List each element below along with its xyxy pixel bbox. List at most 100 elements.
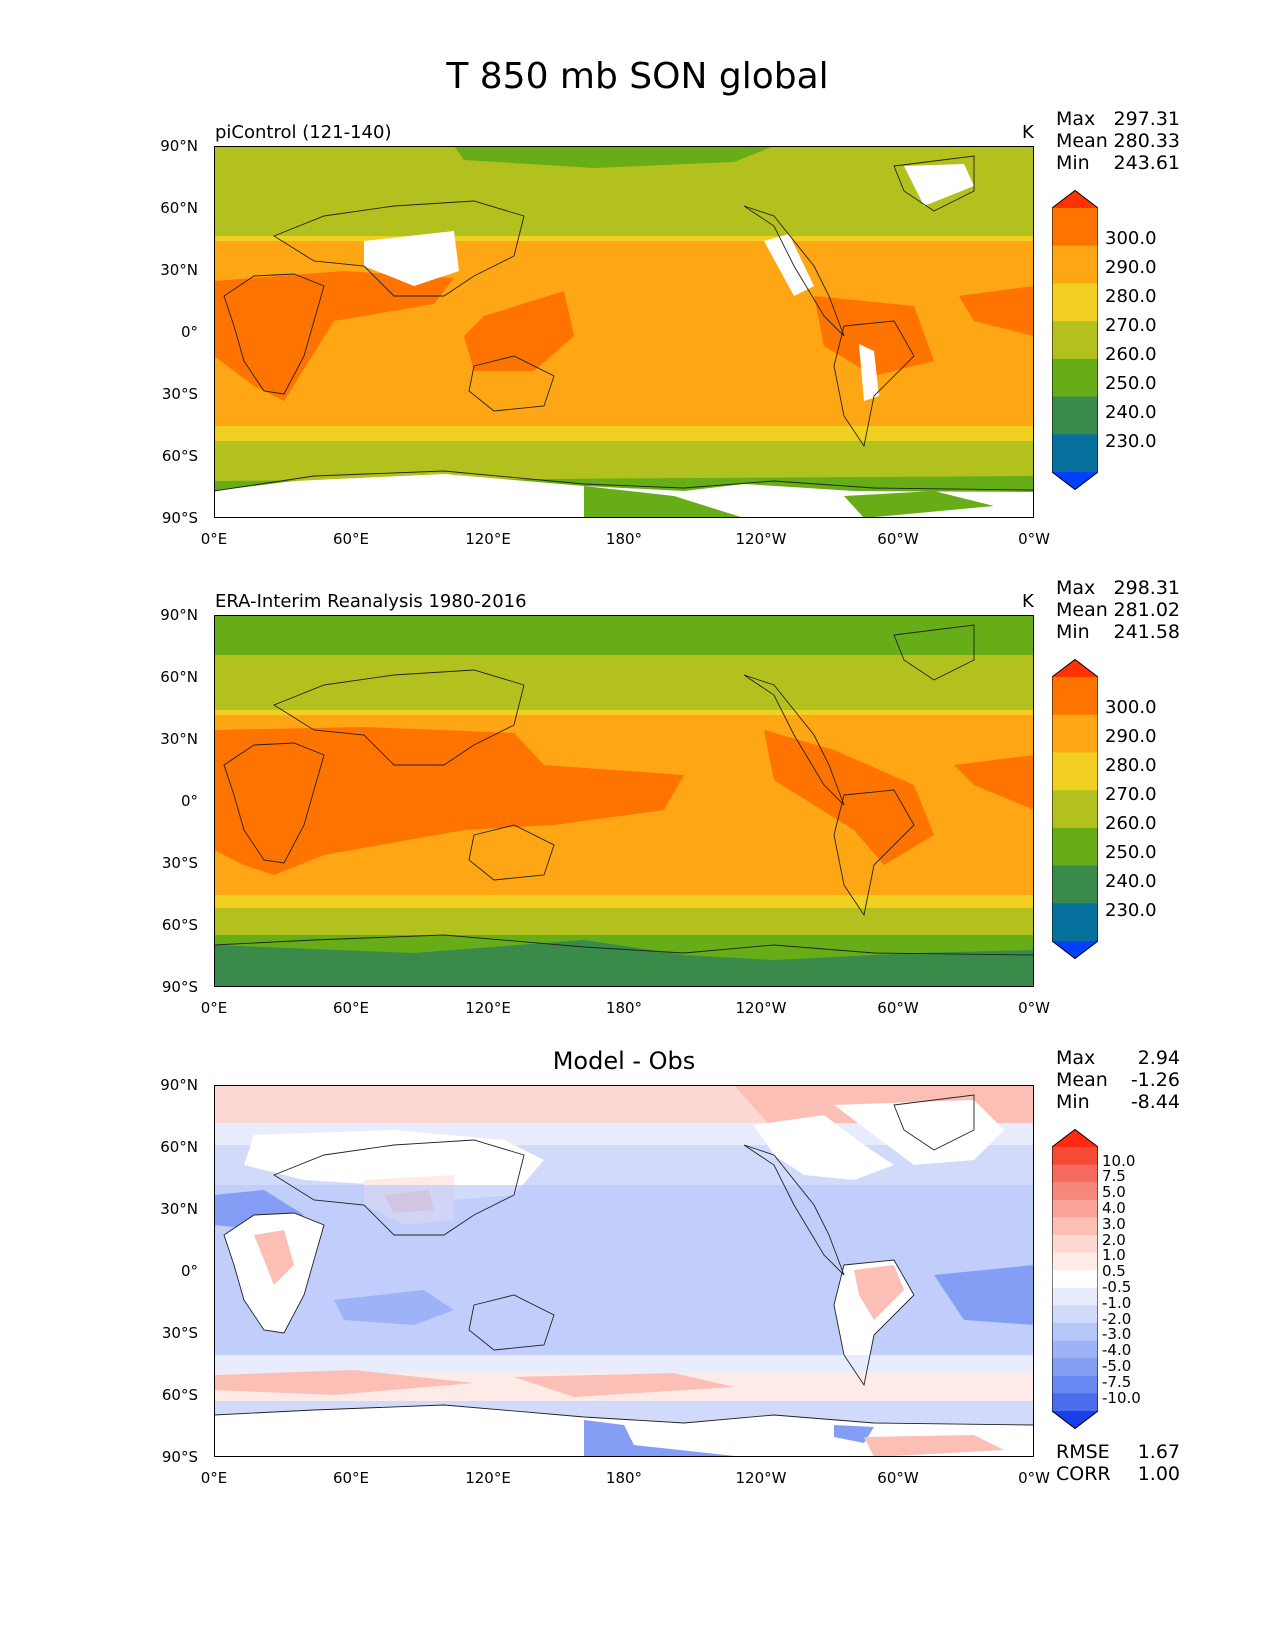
ytick-label: 90°S xyxy=(161,978,198,996)
colorbar xyxy=(1052,659,1098,959)
stats-box: Max 297.31 Mean 280.33 Min 243.61 xyxy=(1056,108,1180,174)
xtick-label: 60°E xyxy=(332,530,370,548)
colorbar xyxy=(1052,190,1098,490)
xtick-label: 0°E xyxy=(200,999,228,1017)
min-value: 243.61 xyxy=(1113,152,1180,174)
max-value: 297.31 xyxy=(1113,108,1180,130)
ytick-label: 90°N xyxy=(160,606,198,624)
map-era-interim xyxy=(214,615,1034,987)
colorbar-segment xyxy=(1052,790,1098,829)
rmse-label: RMSE xyxy=(1056,1441,1110,1463)
colorbar-label: 10.0 xyxy=(1102,1152,1136,1170)
max-value: 2.94 xyxy=(1137,1047,1180,1069)
xtick-label: 120°E xyxy=(465,530,511,548)
skill-scores: RMSE 1.67 CORR 1.00 xyxy=(1056,1441,1180,1485)
ytick-label: 30°S xyxy=(161,854,198,872)
colorbar-segment xyxy=(1052,1217,1098,1236)
colorbar-segment xyxy=(1052,283,1098,322)
colorbar-segment xyxy=(1052,1393,1098,1412)
colorbar-label: 290.0 xyxy=(1105,257,1157,278)
xtick-label: 120°E xyxy=(465,1469,511,1487)
colorbar-label: 250.0 xyxy=(1105,373,1157,394)
mean-label: Mean xyxy=(1056,1069,1108,1091)
colorbar-label: -3.0 xyxy=(1102,1325,1132,1343)
colorbar-segment xyxy=(1052,1323,1098,1342)
colorbar-label: 7.5 xyxy=(1102,1167,1126,1185)
colorbar-segment xyxy=(1052,1129,1098,1147)
map-field xyxy=(214,615,1034,987)
panel-title: ERA-Interim Reanalysis 1980-2016 xyxy=(215,591,527,612)
xtick-label: 0°E xyxy=(200,1469,228,1487)
colorbar-outline xyxy=(1052,1129,1098,1429)
panel-era-interim: ERA-Interim Reanalysis 1980-2016 K Max 29… xyxy=(0,577,1275,1023)
ytick-label: 60°S xyxy=(161,447,198,465)
colorbar-label: -5.0 xyxy=(1102,1357,1132,1375)
min-label: Min xyxy=(1056,152,1090,174)
colorbar-segment xyxy=(1052,865,1098,904)
colorbar-segment xyxy=(1052,1182,1098,1201)
max-label: Max xyxy=(1056,577,1096,599)
xtick-label: 60°W xyxy=(877,999,919,1017)
colorbar-segment xyxy=(1052,321,1098,360)
ytick-label: 30°N xyxy=(160,1200,198,1218)
colorbar-segment xyxy=(1052,1340,1098,1359)
ytick-label: 0° xyxy=(180,1262,198,1280)
colorbar-segment xyxy=(1052,677,1098,716)
max-label: Max xyxy=(1056,1047,1096,1069)
colorbar-segment xyxy=(1052,941,1098,959)
ytick-label: 90°S xyxy=(161,1448,198,1466)
ytick-label: 60°N xyxy=(160,1138,198,1156)
colorbar-segment xyxy=(1052,245,1098,284)
unit-label: K xyxy=(1022,591,1034,612)
mean-value: -1.26 xyxy=(1130,1069,1180,1091)
panel-model-minus-obs: Model - Obs Max 2.94 Mean -1.26 Min -8.44 xyxy=(0,1047,1275,1493)
map-field xyxy=(214,146,1034,518)
mean-value: 281.02 xyxy=(1113,599,1180,621)
colorbar-segment xyxy=(1052,434,1098,473)
colorbar-segment xyxy=(1052,827,1098,867)
xtick-label: 0°W xyxy=(1018,530,1050,548)
map-field xyxy=(214,1085,1034,1457)
panel-title: piControl (121-140) xyxy=(215,122,392,143)
stats-box: Max 298.31 Mean 281.02 Min 241.58 xyxy=(1056,577,1180,643)
colorbar-segment xyxy=(1052,396,1098,435)
colorbar-segment xyxy=(1052,1411,1098,1429)
xtick-label: 180° xyxy=(605,1469,643,1487)
xtick-label: 0°W xyxy=(1018,1469,1050,1487)
colorbar-label: 290.0 xyxy=(1105,726,1157,747)
colorbar-segment xyxy=(1052,1252,1098,1271)
ytick-label: 30°N xyxy=(160,730,198,748)
colorbar-segment xyxy=(1052,208,1098,247)
colorbar-segment xyxy=(1052,1164,1098,1183)
colorbar-label: -0.5 xyxy=(1102,1278,1132,1296)
colorbar-outline xyxy=(1052,659,1098,959)
panel-picontrol: piControl (121-140) K Max 297.31 Mean 280.… xyxy=(0,108,1275,554)
panel-title: Model - Obs xyxy=(552,1047,696,1075)
stats-box: Max 2.94 Mean -1.26 Min -8.44 xyxy=(1056,1047,1180,1113)
ytick-label: 0° xyxy=(180,323,198,341)
colorbar-label: 280.0 xyxy=(1105,286,1157,307)
colorbar-segment xyxy=(1052,1147,1098,1166)
colorbar-label: 270.0 xyxy=(1105,315,1157,336)
colorbar-label: -7.5 xyxy=(1102,1373,1132,1391)
mean-value: 280.33 xyxy=(1113,130,1180,152)
colorbar-segment xyxy=(1052,190,1098,208)
xtick-label: 60°E xyxy=(332,999,370,1017)
colorbar-segment xyxy=(1052,1199,1098,1218)
min-value: 241.58 xyxy=(1113,621,1180,643)
colorbar-label: 240.0 xyxy=(1105,402,1157,423)
ytick-label: 30°S xyxy=(161,385,198,403)
min-value: -8.44 xyxy=(1130,1091,1180,1113)
colorbar-segment xyxy=(1052,1235,1098,1254)
xtick-label: 0°W xyxy=(1018,999,1050,1017)
colorbar-segment xyxy=(1052,1270,1098,1289)
colorbar-segment xyxy=(1052,472,1098,490)
xtick-label: 120°W xyxy=(735,999,787,1017)
colorbar-segment xyxy=(1052,1305,1098,1324)
xtick-label: 0°E xyxy=(200,530,228,548)
colorbar-label: -2.0 xyxy=(1102,1310,1132,1328)
colorbar-segment xyxy=(1052,659,1098,677)
colorbar-label: 230.0 xyxy=(1105,431,1157,452)
ytick-label: 90°N xyxy=(160,1076,198,1094)
colorbar-label: 280.0 xyxy=(1105,755,1157,776)
